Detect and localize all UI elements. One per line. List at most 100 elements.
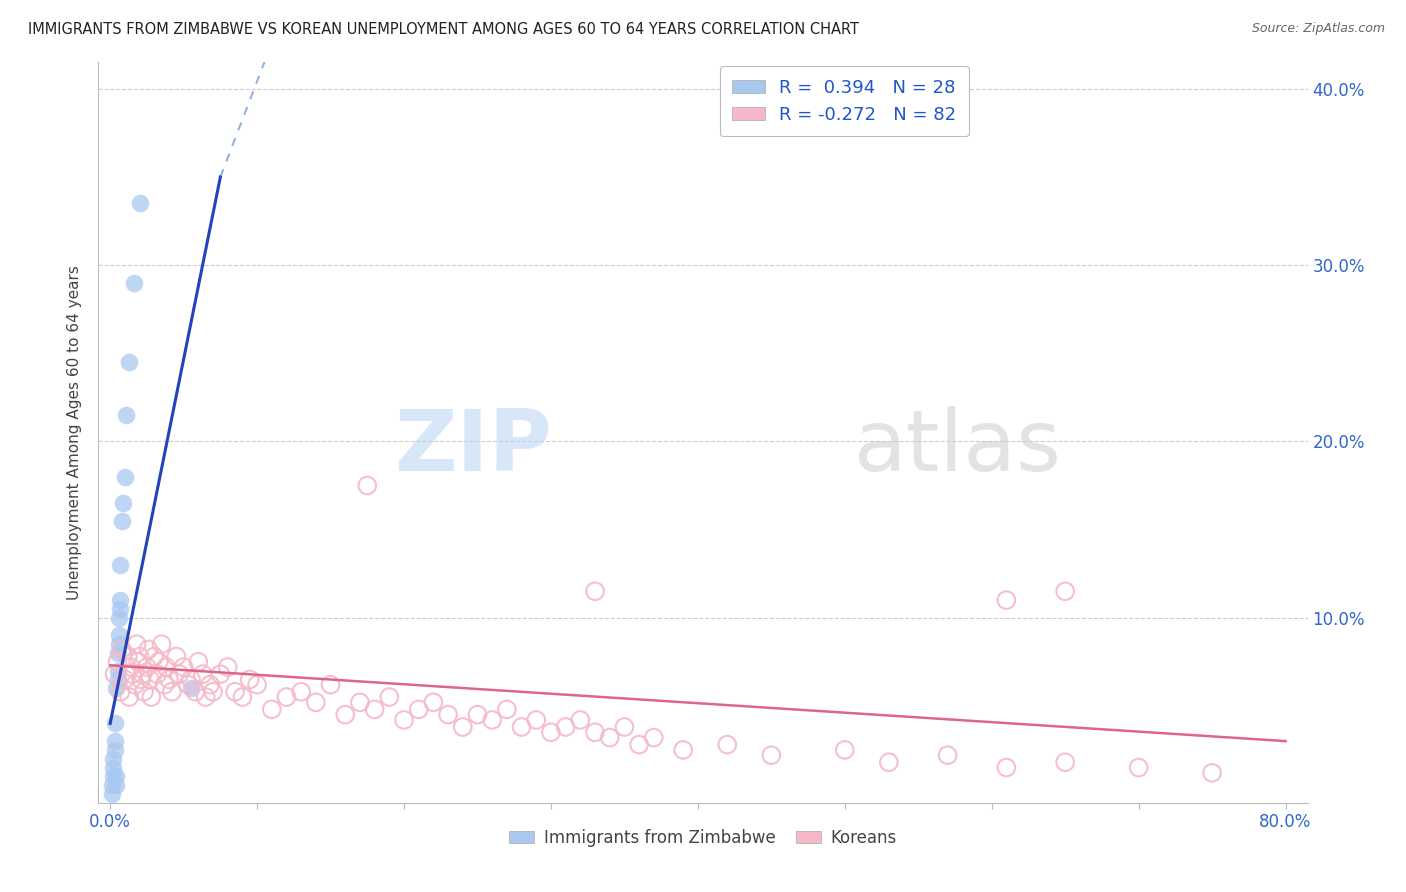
Point <box>239 673 262 687</box>
Point <box>115 408 138 422</box>
Point <box>108 637 131 651</box>
Point <box>524 713 547 727</box>
Point <box>157 673 180 687</box>
Point <box>716 738 738 752</box>
Text: atlas: atlas <box>855 406 1062 489</box>
Point <box>143 649 166 664</box>
Point <box>290 685 312 699</box>
Point <box>108 628 131 642</box>
Point <box>107 655 129 669</box>
Text: Source: ZipAtlas.com: Source: ZipAtlas.com <box>1251 22 1385 36</box>
Point <box>209 667 232 681</box>
Point <box>672 743 695 757</box>
Point <box>995 593 1018 607</box>
Y-axis label: Unemployment Among Ages 60 to 64 years: Unemployment Among Ages 60 to 64 years <box>67 265 83 600</box>
Point <box>335 707 357 722</box>
Point <box>114 673 136 687</box>
Point <box>125 637 148 651</box>
Point <box>117 649 139 664</box>
Point <box>540 725 562 739</box>
Point <box>569 713 592 727</box>
Point <box>451 720 474 734</box>
Point <box>231 690 253 704</box>
Point <box>198 678 221 692</box>
Point <box>148 655 170 669</box>
Point <box>224 685 246 699</box>
Point <box>129 673 152 687</box>
Point <box>120 660 142 674</box>
Point <box>834 743 856 757</box>
Point <box>100 778 122 792</box>
Point <box>105 681 128 696</box>
Point <box>101 769 124 783</box>
Point <box>628 738 651 752</box>
Point <box>437 707 460 722</box>
Text: IMMIGRANTS FROM ZIMBABWE VS KOREAN UNEMPLOYMENT AMONG AGES 60 TO 64 YEARS CORREL: IMMIGRANTS FROM ZIMBABWE VS KOREAN UNEMP… <box>28 22 859 37</box>
Point <box>118 355 141 369</box>
Point <box>246 678 269 692</box>
Point <box>761 748 783 763</box>
Point <box>107 646 129 660</box>
Point <box>194 690 217 704</box>
Point <box>103 743 125 757</box>
Point <box>101 752 124 766</box>
Point <box>165 649 187 664</box>
Point <box>103 716 125 731</box>
Point <box>319 678 342 692</box>
Point <box>173 660 195 674</box>
Point <box>363 702 385 716</box>
Point <box>107 664 129 678</box>
Point <box>110 593 132 607</box>
Point <box>613 720 636 734</box>
Point <box>111 642 134 657</box>
Point <box>141 690 163 704</box>
Point <box>155 660 177 674</box>
Point <box>184 685 207 699</box>
Point <box>139 673 162 687</box>
Legend: Immigrants from Zimbabwe, Koreans: Immigrants from Zimbabwe, Koreans <box>502 822 904 854</box>
Point <box>138 642 160 657</box>
Point <box>150 637 173 651</box>
Point <box>510 720 533 734</box>
Point <box>180 673 202 687</box>
Point <box>103 734 125 748</box>
Point <box>599 731 621 745</box>
Point <box>105 778 128 792</box>
Point <box>135 660 157 674</box>
Point <box>554 720 576 734</box>
Point <box>111 514 134 528</box>
Point <box>153 678 176 692</box>
Point <box>408 702 430 716</box>
Point <box>191 667 214 681</box>
Point <box>356 478 378 492</box>
Point <box>110 685 132 699</box>
Point <box>260 702 283 716</box>
Point <box>167 667 190 681</box>
Point <box>1128 760 1150 774</box>
Point <box>131 667 153 681</box>
Point <box>110 558 132 572</box>
Point <box>177 678 200 692</box>
Point <box>103 667 125 681</box>
Point <box>583 584 606 599</box>
Point <box>1054 584 1077 599</box>
Point <box>100 787 122 801</box>
Point <box>202 685 225 699</box>
Point <box>114 469 136 483</box>
Point <box>467 707 489 722</box>
Point <box>108 610 131 624</box>
Point <box>112 496 135 510</box>
Point <box>422 695 444 709</box>
Point <box>583 725 606 739</box>
Point <box>101 760 124 774</box>
Point <box>643 731 665 745</box>
Point <box>276 690 298 704</box>
Point <box>1054 756 1077 770</box>
Point <box>995 760 1018 774</box>
Point <box>118 690 141 704</box>
Point <box>128 649 150 664</box>
Point <box>127 655 149 669</box>
Point <box>128 196 150 211</box>
Point <box>121 667 143 681</box>
Point <box>180 681 202 696</box>
